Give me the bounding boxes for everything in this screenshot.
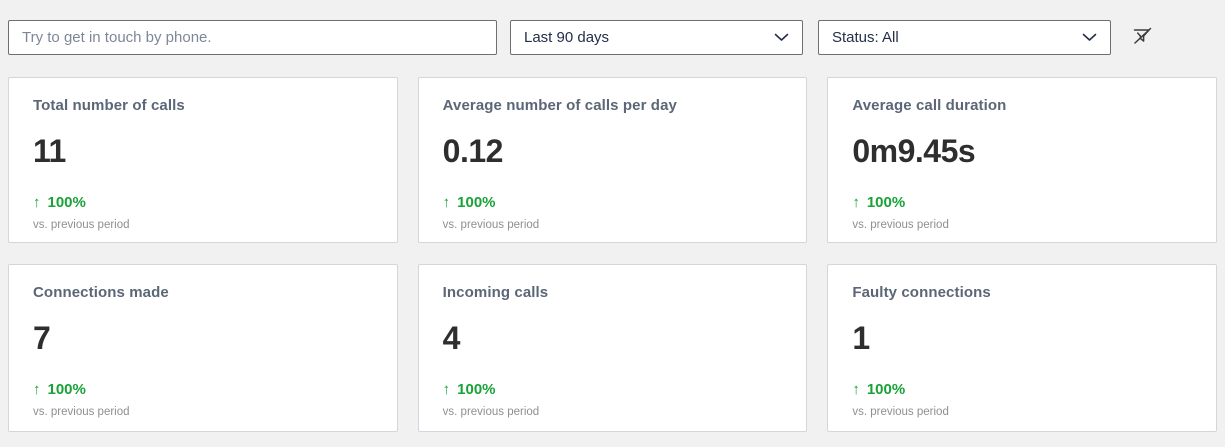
delta-percent: 100% [47,194,86,211]
comparison-label: vs. previous period [442,406,540,418]
delta-percent: 100% [47,381,86,398]
up-arrow-icon: ↑ [852,381,860,398]
card-value: 4 [442,320,461,356]
card-delta: ↑ 100% [33,381,373,398]
comparison-label: vs. previous period [442,219,540,231]
search-input[interactable] [8,20,497,55]
card-avg-call-duration: Average call duration 0m9.45s ↑ 100% vs.… [827,77,1217,243]
up-arrow-icon: ↑ [442,194,451,211]
card-delta: ↑ 100% [852,381,1192,398]
card-title: Average number of calls per day [442,97,677,114]
comparison-label: vs. previous period [33,406,130,418]
up-arrow-icon: ↑ [442,381,451,398]
card-title: Total number of calls [33,97,185,114]
card-value: 11 [33,133,66,169]
card-connections-made: Connections made 7 ↑ 100% vs. previous p… [8,264,398,432]
card-title: Incoming calls [442,284,549,301]
chevron-down-icon [774,33,789,42]
up-arrow-icon: ↑ [852,194,860,211]
up-arrow-icon: ↑ [33,381,41,398]
card-title: Average call duration [852,97,1007,114]
chevron-down-icon [1082,33,1097,42]
status-select[interactable]: Status: All [818,20,1111,55]
filter-off-icon [1130,24,1154,51]
card-value: 1 [852,320,870,356]
stat-cards-grid: Total number of calls 11 ↑ 100% vs. prev… [0,55,1225,432]
comparison-label: vs. previous period [852,219,949,231]
card-faulty-connections: Faulty connections 1 ↑ 100% vs. previous… [827,264,1217,432]
card-avg-calls-per-day: Average number of calls per day 0.12 ↑ 1… [417,77,808,243]
card-delta: ↑ 100% [33,194,373,211]
delta-percent: 100% [866,194,906,211]
date-range-select[interactable]: Last 90 days [510,20,803,55]
filter-bar: Last 90 days Status: All [0,0,1225,55]
card-delta: ↑ 100% [443,194,783,211]
comparison-label: vs. previous period [33,219,130,231]
date-range-value: Last 90 days [524,29,610,46]
delta-percent: 100% [457,194,496,211]
card-value: 0.12 [442,133,504,169]
card-delta: ↑ 100% [443,381,783,398]
card-title: Connections made [33,284,169,301]
clear-filters-button[interactable] [1128,24,1156,52]
card-delta: ↑ 100% [852,194,1192,211]
card-value: 7 [33,320,51,356]
delta-percent: 100% [457,381,496,398]
card-total-calls: Total number of calls 11 ↑ 100% vs. prev… [8,77,398,243]
status-value: Status: All [832,29,899,46]
up-arrow-icon: ↑ [33,194,41,211]
card-incoming-calls: Incoming calls 4 ↑ 100% vs. previous per… [417,264,808,432]
delta-percent: 100% [866,381,906,398]
card-value: 0m9.45s [852,133,976,169]
card-title: Faulty connections [852,284,991,301]
comparison-label: vs. previous period [852,406,949,418]
